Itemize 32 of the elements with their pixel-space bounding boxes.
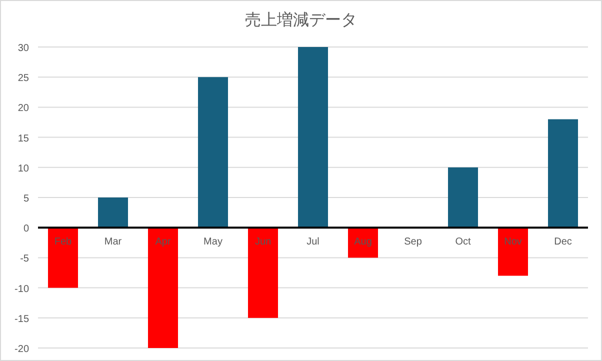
y-tick-label: 5 [23,194,30,204]
y-tick-label: 15 [18,133,30,144]
bar [248,228,278,318]
y-tick-label: -10 [14,284,30,295]
y-tick-label: -15 [14,314,30,325]
x-tick-label: Feb [54,236,72,248]
bar [148,228,178,348]
y-tick-label: 0 [23,224,30,235]
x-tick-label: Jul [306,236,320,248]
y-tick-label: -5 [20,254,30,265]
y-tick-label: 20 [18,103,30,114]
x-tick-label: Oct [455,236,471,248]
x-tick-label: Nov [504,236,522,248]
bar [448,167,478,228]
y-tick-label: 25 [18,73,30,84]
bar [98,198,128,228]
x-tick-label: Mar [104,236,122,248]
y-tick-label: 10 [18,163,30,174]
x-tick-label: Aug [354,236,372,248]
x-tick-label: May [204,236,222,248]
x-tick-label: Dec [554,236,572,248]
y-tick-label: -20 [14,344,30,355]
bar [48,228,78,288]
x-tick-label: Apr [155,236,172,248]
y-tick-label: 30 [18,43,30,54]
bar [198,77,228,228]
x-tick-label: Jun [254,236,272,248]
bar [548,119,578,228]
bar [298,47,328,228]
bar [498,228,528,276]
x-tick-label: Sep [404,236,422,248]
chart-title: 売上増減データ [245,11,357,29]
